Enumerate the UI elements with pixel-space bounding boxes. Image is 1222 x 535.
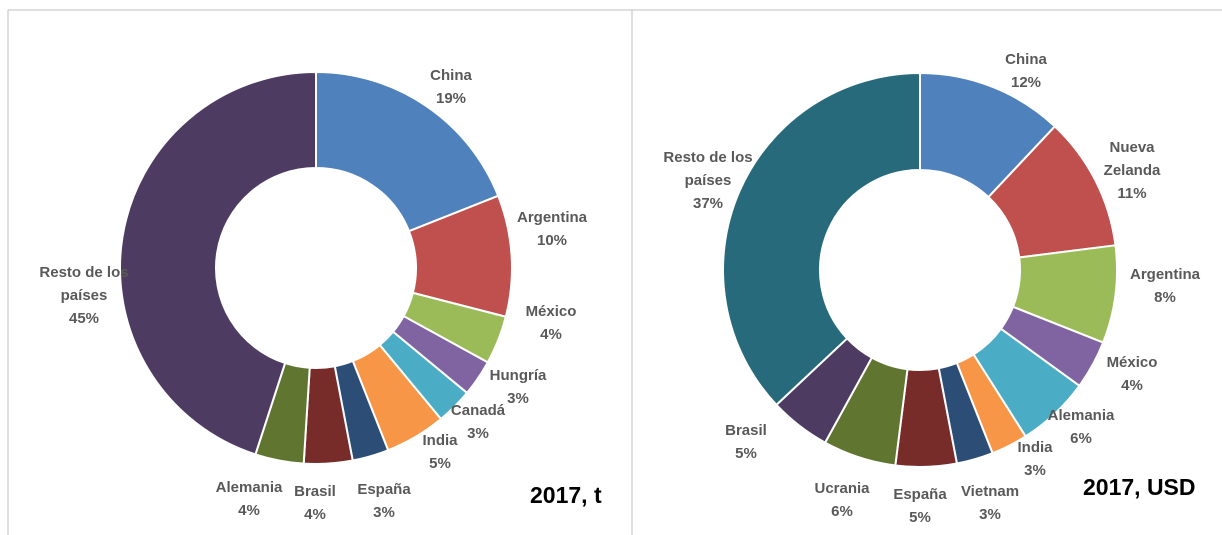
category-label: Nueva Zelanda — [1103, 139, 1161, 179]
value-label: 37% — [692, 195, 724, 212]
donut-slice — [722, 71, 921, 407]
slice-label: Argentina 10% — [502, 206, 602, 252]
value-label: 10% — [536, 232, 568, 249]
slice-label: India 3% — [985, 436, 1085, 482]
category-label: India — [422, 432, 458, 449]
slice-label: Resto de los países 37% — [652, 146, 764, 215]
value-label: 5% — [735, 445, 757, 462]
slice-label: India 5% — [390, 429, 490, 475]
slice-label: España 3% — [334, 478, 434, 524]
slice-label: Hungría 3% — [468, 364, 568, 410]
slice-label: México 4% — [501, 300, 601, 346]
value-label: 8% — [1154, 289, 1176, 306]
value-label: 6% — [1070, 430, 1092, 447]
category-label: Resto de los países — [39, 264, 129, 304]
slice-label: China 19% — [401, 64, 501, 110]
value-label: 3% — [373, 504, 395, 521]
category-label: Alemania — [1047, 407, 1115, 424]
category-label: China — [430, 67, 472, 84]
category-label: Canadá — [450, 402, 506, 419]
category-label: Argentina — [516, 209, 587, 226]
value-label: 5% — [429, 455, 451, 472]
value-label: 6% — [831, 503, 853, 520]
value-label: 3% — [1024, 462, 1046, 479]
slice-label: Alemania 4% — [199, 476, 299, 522]
value-label: 3% — [507, 390, 529, 407]
category-label: España — [357, 481, 411, 498]
slice-label: Alemania 6% — [1031, 404, 1131, 450]
category-label: España — [893, 486, 947, 503]
value-label: 11% — [1117, 185, 1147, 202]
value-label: 4% — [238, 502, 260, 519]
value-label: 4% — [540, 326, 562, 343]
value-label: 12% — [1010, 74, 1042, 91]
slice-label: México 4% — [1082, 351, 1182, 397]
slice-label: Brasil 4% — [265, 480, 365, 526]
category-label: Argentina — [1129, 266, 1200, 283]
category-label: Ucrania — [814, 480, 870, 497]
donut-slice — [315, 70, 500, 233]
category-label: India — [1017, 439, 1053, 456]
value-label: 4% — [1121, 377, 1143, 394]
category-label: Resto de los países — [663, 149, 753, 189]
donut-slice — [119, 70, 317, 456]
category-label: México — [1106, 354, 1158, 371]
category-label: México — [525, 303, 577, 320]
slice-label: Canadá 3% — [428, 399, 528, 445]
value-label: 3% — [979, 506, 1001, 523]
category-label: Brasil — [294, 483, 336, 500]
value-label: 3% — [467, 425, 489, 442]
slice-label: Vietnam 3% — [940, 480, 1040, 526]
value-label: 19% — [435, 90, 467, 107]
slice-label: Resto de los países 45% — [28, 261, 140, 330]
slice-label: Argentina 8% — [1115, 263, 1215, 309]
value-label: 5% — [909, 509, 931, 526]
slice-label: Ucrania 6% — [792, 477, 892, 523]
chart-subtitle: 2017, USD — [1083, 474, 1196, 500]
slice-label: Brasil 5% — [696, 419, 796, 465]
category-label: Vietnam — [960, 483, 1020, 500]
category-label: Alemania — [215, 479, 283, 496]
chart-subtitle: 2017, t — [530, 482, 602, 508]
category-label: China — [1005, 51, 1047, 68]
slice-label: España 5% — [870, 483, 970, 529]
category-label: Hungría — [489, 367, 547, 384]
value-label: 45% — [68, 310, 100, 327]
slice-label: Nueva Zelanda 11% — [1094, 136, 1170, 205]
value-label: 4% — [304, 506, 326, 523]
slice-label: China 12% — [976, 48, 1076, 94]
category-label: Brasil — [725, 422, 767, 439]
